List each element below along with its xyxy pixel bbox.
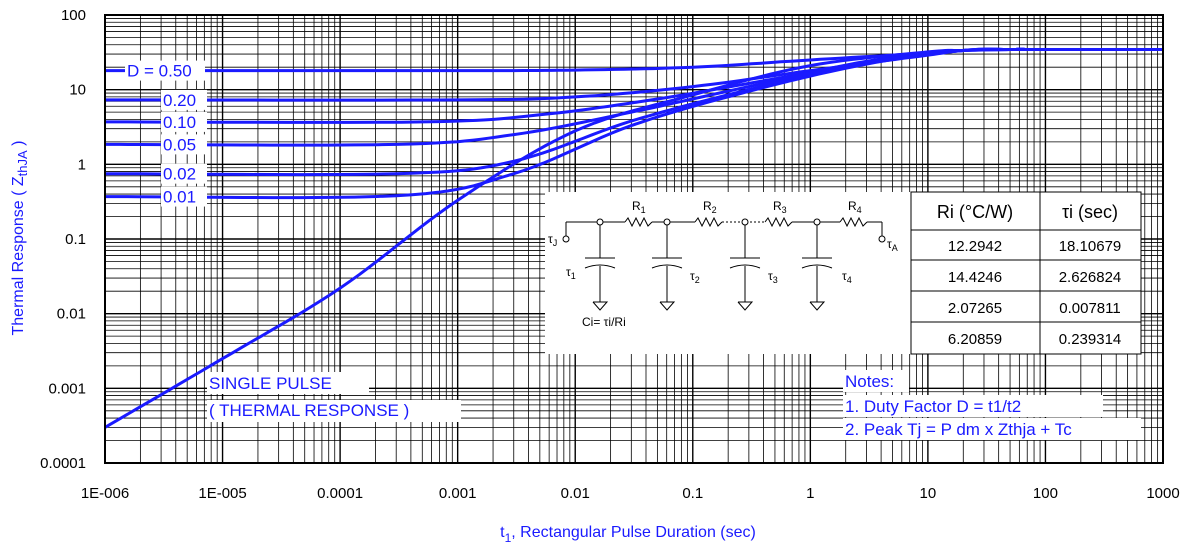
- table-header-ri: Ri (°C/W): [937, 202, 1013, 222]
- y-tick-label: 0.01: [57, 306, 86, 323]
- y-tick-label: 1: [78, 156, 86, 173]
- x-tick-label: 1: [806, 485, 814, 502]
- table-cell-tau: 0.239314: [1059, 331, 1122, 348]
- table-header-tau: τi (sec): [1062, 202, 1118, 222]
- y-tick-label: 0.001: [48, 380, 86, 397]
- note-2: 2. Peak Tj = P dm x Zthja + Tc: [845, 420, 1072, 439]
- circuit-inset: R1 R2 R3 R4 τ1 τ2 τ3 τ4 τJ τA Ci= τi/Ri: [545, 192, 911, 354]
- r4-label: R4: [848, 199, 862, 215]
- table-cell-tau: 0.007811: [1059, 300, 1120, 317]
- table-cell-tau: 18.10679: [1059, 238, 1122, 255]
- y-tick-label: 100: [61, 7, 86, 24]
- x-tick-label: 0.1: [682, 485, 703, 502]
- x-tick-label: 0.0001: [317, 485, 363, 502]
- duty-label-bg: [161, 134, 207, 155]
- single-pulse-annotation: SINGLE PULSE ( THERMAL RESPONSE ): [207, 372, 461, 422]
- x-tick-label: 1E-006: [81, 485, 129, 502]
- notes-title: Notes:: [845, 372, 894, 391]
- duty-label: 0.01: [163, 188, 196, 207]
- tau2-label: τ2: [690, 269, 700, 285]
- y-tick-label: 0.0001: [40, 455, 86, 472]
- r1-label: R1: [632, 199, 646, 215]
- y-tick-label: 0.1: [65, 231, 86, 248]
- tau4-label: τ4: [842, 269, 852, 285]
- rc-table: Ri (°C/W) τi (sec) 12.2942 18.10679 14.424…: [910, 191, 1142, 355]
- note-1: 1. Duty Factor D = t1/t2: [845, 397, 1021, 416]
- y-tick-label: 10: [69, 82, 86, 99]
- table-cell-ri: 2.07265: [948, 300, 1002, 317]
- single-pulse-label: SINGLE PULSE: [209, 374, 332, 393]
- r2-label: R2: [703, 199, 717, 215]
- x-tick-label: 1000: [1146, 485, 1179, 502]
- duty-label: 0.02: [163, 165, 196, 184]
- tau1-label: τ1: [566, 265, 576, 281]
- duty-label: 0.10: [163, 113, 196, 132]
- capacitance-formula: Ci= τi/Ri: [582, 315, 626, 329]
- table-cell-tau: 2.626824: [1059, 269, 1122, 286]
- table-cell-ri: 14.4246: [948, 269, 1002, 286]
- x-tick-label: 1E-005: [198, 485, 246, 502]
- x-axis-title: t1, Rectangular Pulse Duration (sec): [500, 524, 756, 545]
- thermal-response-label: ( THERMAL RESPONSE ): [209, 401, 409, 420]
- x-tick-label: 0.001: [439, 485, 477, 502]
- table-cell-ri: 12.2942: [948, 238, 1002, 255]
- duty-label-bg: [161, 163, 207, 184]
- tau-j-label: τJ: [548, 232, 557, 248]
- r3-label: R3: [773, 199, 787, 215]
- x-tick-label: 100: [1033, 485, 1058, 502]
- tau-a-label: τA: [887, 237, 898, 253]
- x-tick-label: 0.01: [561, 485, 590, 502]
- notes-annotation: Notes: 1. Duty Factor D = t1/t2 2. Peak …: [843, 370, 1141, 440]
- duty-label-bg: [125, 60, 205, 81]
- plot-frame: [104, 14, 1164, 464]
- duty-label-bg: [161, 111, 207, 132]
- series-line-1: [105, 47, 1163, 102]
- tau3-label: τ3: [768, 269, 778, 285]
- x-tick-label: 10: [920, 485, 937, 502]
- table-cell-ri: 6.20859: [948, 331, 1002, 348]
- duty-label: 0.20: [163, 91, 196, 110]
- y-tick-labels: 100 10 1 0.1 0.01 0.001 0.0001: [40, 7, 86, 472]
- x-tick-labels: 1E-006 1E-005 0.0001 0.001 0.01 0.1 1 10 100 1000: [81, 485, 1180, 502]
- duty-label-bg: [161, 186, 207, 207]
- duty-label: D = 0.50: [127, 62, 192, 81]
- curves: [104, 47, 1163, 429]
- duty-labels: D = 0.50 0.20 0.10 0.05 0.02 0.01: [125, 60, 207, 207]
- duty-label: 0.05: [163, 135, 196, 154]
- duty-label-bg: [161, 89, 207, 110]
- series-line-6: [104, 47, 1163, 429]
- y-axis-title: Thermal Response ( ZthJA ): [10, 141, 30, 336]
